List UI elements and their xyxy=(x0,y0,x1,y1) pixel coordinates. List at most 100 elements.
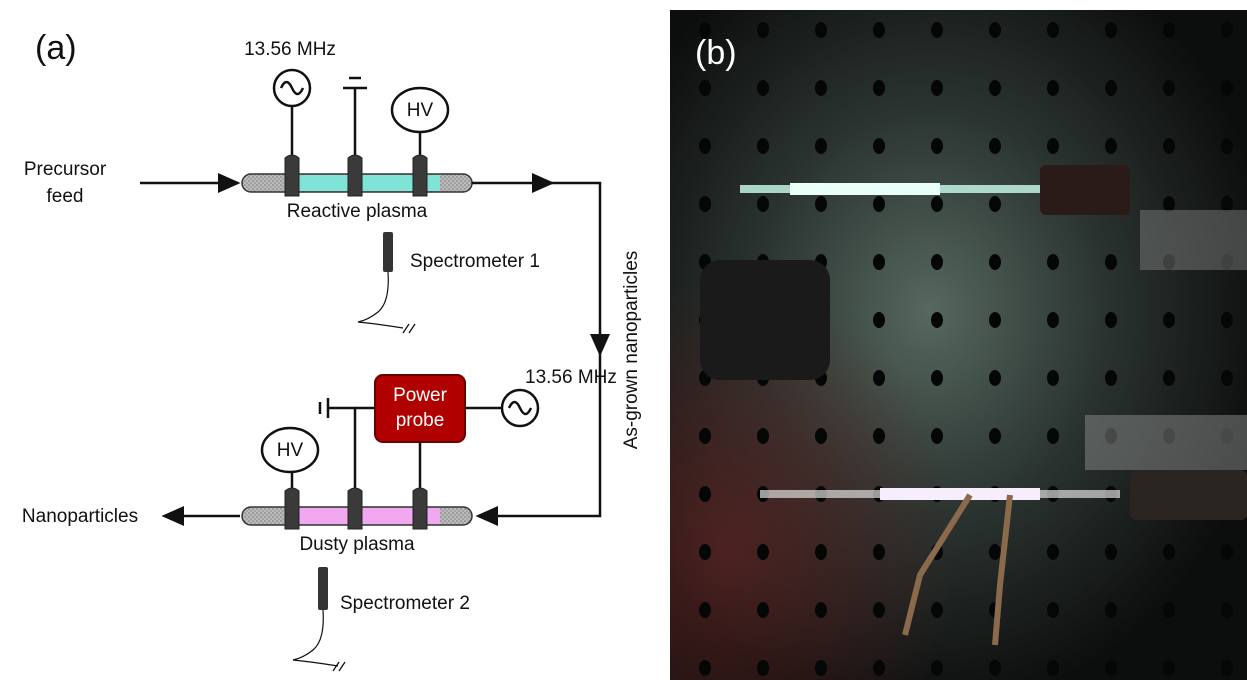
peg-hole xyxy=(1221,544,1233,560)
peg-hole xyxy=(931,428,943,444)
peg-hole xyxy=(699,80,711,96)
clamp xyxy=(700,260,830,380)
fitting xyxy=(1130,470,1247,520)
peg-hole xyxy=(873,80,885,96)
inlet-label: Precursor xyxy=(24,159,107,180)
spectrometer-label: Spectrometer 2 xyxy=(340,593,470,614)
peg-hole xyxy=(815,602,827,618)
spectrometer xyxy=(318,567,328,610)
peg-hole xyxy=(1163,138,1175,154)
peg-hole xyxy=(1105,602,1117,618)
peg-hole xyxy=(873,138,885,154)
break xyxy=(403,324,415,333)
peg-hole xyxy=(699,428,711,444)
peg-hole xyxy=(1163,22,1175,38)
peg-hole xyxy=(815,138,827,154)
figure: (a) 13.56 MHz HV Precursor feed Reactive… xyxy=(0,0,1247,680)
peg-hole xyxy=(1105,370,1117,386)
peg-hole xyxy=(1047,602,1059,618)
peg-hole xyxy=(873,602,885,618)
peg-hole xyxy=(757,80,769,96)
peg-hole xyxy=(815,196,827,212)
break xyxy=(333,662,345,671)
source-label: 13.56 MHz xyxy=(525,367,617,388)
peg-hole xyxy=(1163,544,1175,560)
panel-label: (a) xyxy=(35,29,77,67)
peg-hole xyxy=(931,196,943,212)
peg-hole xyxy=(989,254,1001,270)
peg-hole xyxy=(989,544,1001,560)
reactor-label: Reactive plasma xyxy=(287,201,428,222)
peg-hole xyxy=(1221,312,1233,328)
panel-b: (b) xyxy=(670,10,1247,680)
peg-hole xyxy=(1221,196,1233,212)
outlet-label: Nanoparticles xyxy=(22,506,138,527)
peg-hole xyxy=(1105,80,1117,96)
peg-hole xyxy=(873,428,885,444)
peg-hole xyxy=(989,370,1001,386)
peg-hole xyxy=(757,544,769,560)
peg-hole xyxy=(931,80,943,96)
peg-hole xyxy=(931,254,943,270)
peg-hole xyxy=(931,312,943,328)
peg-hole xyxy=(1163,80,1175,96)
peg-hole xyxy=(989,196,1001,212)
peg-hole xyxy=(1047,254,1059,270)
peg-hole xyxy=(989,428,1001,444)
arrow xyxy=(550,183,600,354)
peg-hole xyxy=(757,196,769,212)
peg-hole xyxy=(699,138,711,154)
peg-hole xyxy=(931,602,943,618)
peg-hole xyxy=(989,660,1001,676)
electrode xyxy=(285,488,299,529)
peg-hole xyxy=(1221,660,1233,676)
spectrometer xyxy=(383,232,393,272)
peg-hole xyxy=(757,660,769,676)
peg-hole xyxy=(1105,312,1117,328)
peg-hole xyxy=(873,196,885,212)
electrode xyxy=(413,155,427,196)
peg-hole xyxy=(815,660,827,676)
peg-hole xyxy=(1047,370,1059,386)
peg-hole xyxy=(931,370,943,386)
hv-label: HV xyxy=(277,440,304,461)
peg-hole xyxy=(815,22,827,38)
peg-hole xyxy=(931,22,943,38)
peg-hole xyxy=(699,602,711,618)
peg-hole xyxy=(1047,80,1059,96)
peg-hole xyxy=(1105,22,1117,38)
panel-label: (b) xyxy=(695,34,737,72)
peg-hole xyxy=(1163,660,1175,676)
peg-hole xyxy=(1221,602,1233,618)
wire xyxy=(328,408,355,490)
peg-hole xyxy=(873,22,885,38)
bracket xyxy=(1140,210,1247,270)
cable xyxy=(358,272,403,328)
peg-hole xyxy=(1105,544,1117,560)
peg-hole xyxy=(989,138,1001,154)
peg-hole xyxy=(873,660,885,676)
probe-label: Power xyxy=(393,385,448,406)
peg-hole xyxy=(1047,660,1059,676)
peg-hole xyxy=(1105,254,1117,270)
spectrometer-label: Spectrometer 1 xyxy=(410,251,540,272)
peg-hole xyxy=(815,428,827,444)
cable xyxy=(293,610,338,666)
peg-hole xyxy=(1047,138,1059,154)
plasma-glow xyxy=(790,183,940,195)
peg-hole xyxy=(931,660,943,676)
peg-hole xyxy=(699,660,711,676)
electrode xyxy=(285,155,299,196)
peg-hole xyxy=(873,370,885,386)
peg-hole xyxy=(1163,196,1175,212)
transfer-label: As-grown nanoparticles xyxy=(621,251,642,450)
peg-hole xyxy=(757,22,769,38)
peg-hole xyxy=(1047,22,1059,38)
peg-hole xyxy=(1163,370,1175,386)
peg-hole xyxy=(699,544,711,560)
peg-hole xyxy=(1163,312,1175,328)
peg-hole xyxy=(1105,138,1117,154)
peg-hole xyxy=(931,138,943,154)
peg-hole xyxy=(815,80,827,96)
peg-hole xyxy=(1047,312,1059,328)
